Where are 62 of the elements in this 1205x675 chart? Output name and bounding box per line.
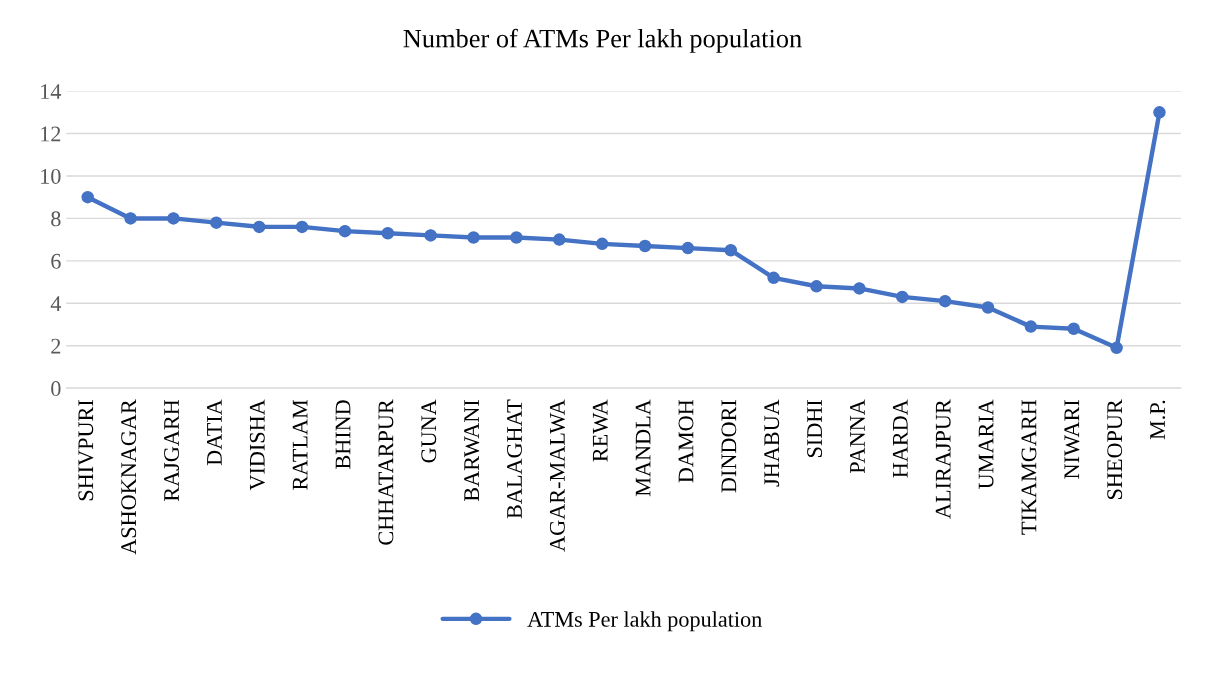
point	[167, 212, 180, 225]
point	[510, 231, 523, 244]
point	[252, 220, 266, 234]
y-tick-label: 2	[51, 338, 61, 354]
point	[295, 220, 309, 234]
point	[767, 271, 780, 285]
y-tick-label: 8	[51, 211, 61, 227]
x-tick-label: BALAGHAT	[507, 399, 522, 519]
point	[1067, 322, 1080, 335]
point	[1024, 320, 1038, 333]
point	[381, 227, 395, 240]
x-tick-label: M.P.	[1150, 400, 1166, 440]
legend-label: ATMs Per lakh population	[527, 611, 762, 632]
x-tick-label: ASHOKNAGAR	[121, 399, 137, 555]
x-tick-label: VIDISHA	[249, 399, 265, 491]
point	[681, 241, 695, 255]
x-tick-label: DINDORI	[721, 400, 737, 493]
y-tick-label: 4	[50, 296, 62, 311]
x-tick-label: UMARIA	[978, 399, 994, 489]
x-tick-label: DATIA	[206, 399, 222, 466]
x-tick-label: GUNA	[421, 399, 437, 463]
x-tick-label: AGAR-MALWA	[549, 399, 565, 552]
point	[638, 239, 652, 253]
point	[981, 301, 995, 314]
x-tick-label: RAJGARH	[164, 399, 180, 502]
y-tick-label: 6	[51, 253, 61, 269]
point	[424, 229, 437, 242]
x-tick-label: REWA	[592, 399, 608, 462]
y-tick-label: 0	[51, 381, 61, 397]
x-tick-label: BARWANI	[464, 400, 480, 502]
point	[1153, 106, 1166, 119]
x-tick-label: CHHATARPUR	[378, 399, 394, 545]
point	[467, 231, 480, 244]
x-tick-label: DAMOH	[678, 399, 694, 483]
x-tick-label: BHIND	[335, 400, 351, 469]
chart-title: Number of ATMs Per lakh population	[403, 28, 802, 53]
x-tick-label: HARDA	[892, 399, 908, 478]
point	[938, 294, 952, 308]
x-tick-label: PANNA	[850, 399, 865, 474]
point	[124, 212, 137, 225]
point	[595, 237, 609, 251]
x-tick-label: MANDLA	[635, 399, 651, 497]
point	[81, 190, 94, 204]
point	[895, 290, 909, 304]
x-tick-label: SHEOPUR	[1107, 399, 1123, 500]
x-tick-label: NIWARI	[1064, 400, 1080, 479]
point	[553, 233, 566, 246]
x-tick-label: RATLAM	[292, 399, 308, 490]
point	[338, 224, 352, 238]
y-tick-label: 12	[41, 126, 61, 142]
x-tick-label: SIDHI	[807, 400, 823, 457]
x-tick-label: ALIRAJPUR	[935, 399, 951, 519]
point	[853, 282, 866, 295]
x-tick-label: TIKAMGARH	[1021, 399, 1037, 535]
point	[810, 280, 823, 293]
y-tick-label: 14	[41, 84, 62, 99]
y-tick-label: 10	[41, 168, 61, 184]
x-tick-label: SHIVPURI	[78, 400, 94, 501]
x-tick-label: JHABUA	[764, 399, 780, 487]
point	[1110, 341, 1123, 355]
point	[724, 243, 738, 257]
point	[210, 216, 223, 229]
